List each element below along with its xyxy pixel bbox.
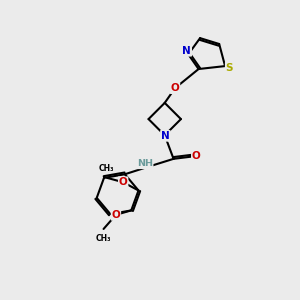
Text: S: S <box>226 63 233 73</box>
Text: O: O <box>171 83 179 93</box>
Text: O: O <box>192 152 201 161</box>
Text: O: O <box>119 177 128 187</box>
Text: NH: NH <box>137 159 153 168</box>
Text: CH₃: CH₃ <box>96 234 111 243</box>
Text: O: O <box>112 210 120 220</box>
Text: N: N <box>182 46 191 56</box>
Text: CH₃: CH₃ <box>99 164 114 172</box>
Text: N: N <box>161 131 170 141</box>
